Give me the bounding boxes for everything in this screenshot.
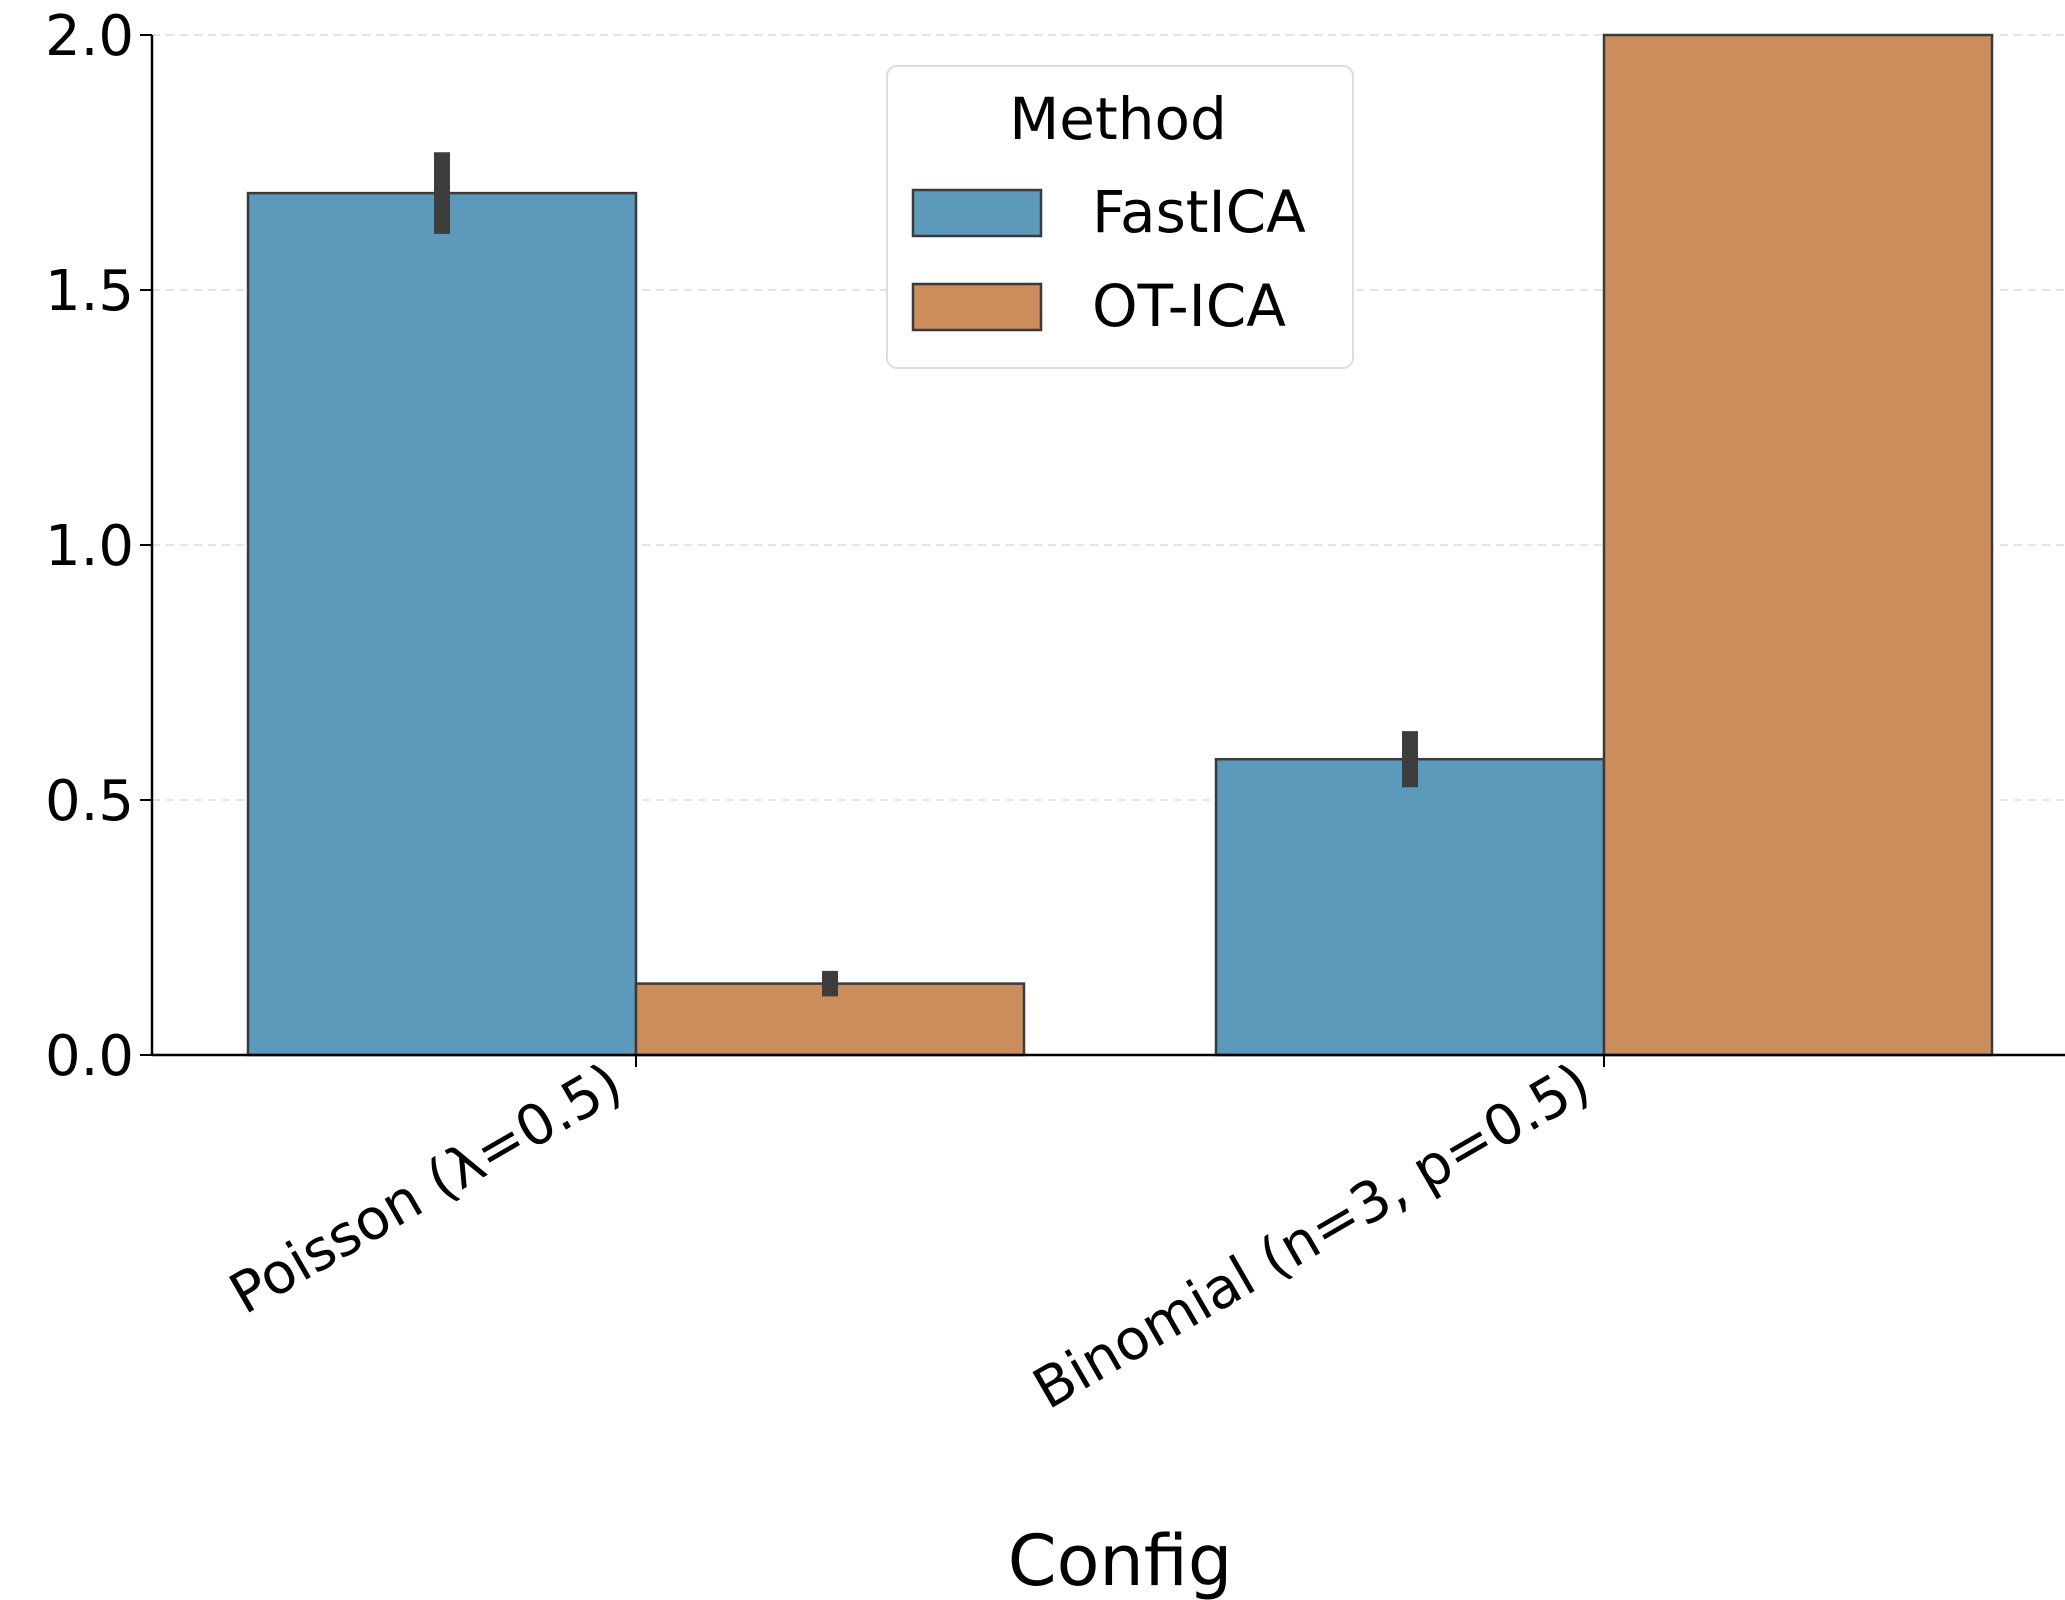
legend: Method FastICA OT-ICA (886, 65, 1354, 369)
x-tick-label: Binomial (n=3, p=0.5) (1023, 1051, 1601, 1422)
x-tick-label: Poisson (λ=0.5) (219, 1051, 633, 1327)
legend-label-fastica: FastICA (1092, 178, 1306, 246)
bars (246, 33, 1994, 1057)
bar-ot-ica-1 (1602, 33, 1994, 1057)
legend-items: FastICA OT-ICA (911, 178, 1306, 340)
y-tick-label: 2.0 (45, 4, 134, 69)
legend-title: Method (1009, 85, 1227, 153)
legend-swatch-ot-ica (911, 282, 1043, 332)
x-ticks: Poisson (λ=0.5) Binomial (n=3, p=0.5) (219, 1051, 1605, 1422)
y-tick-label: 1.5 (45, 259, 134, 324)
bar-fastica-1 (1214, 757, 1606, 1057)
y-tick-label: 0.5 (45, 769, 134, 834)
x-axis-title: Config (1008, 1520, 1233, 1600)
bar-fastica-0 (246, 191, 638, 1057)
y-tick-label: 0.0 (45, 1024, 134, 1089)
y-tick-label: 1.0 (45, 514, 134, 579)
y-ticks: 0.0 0.5 1.0 1.5 2.0 (45, 4, 152, 1089)
legend-label-ot-ica: OT-ICA (1092, 272, 1286, 340)
legend-swatch-fastica (911, 188, 1043, 238)
error-bars (434, 152, 1418, 997)
